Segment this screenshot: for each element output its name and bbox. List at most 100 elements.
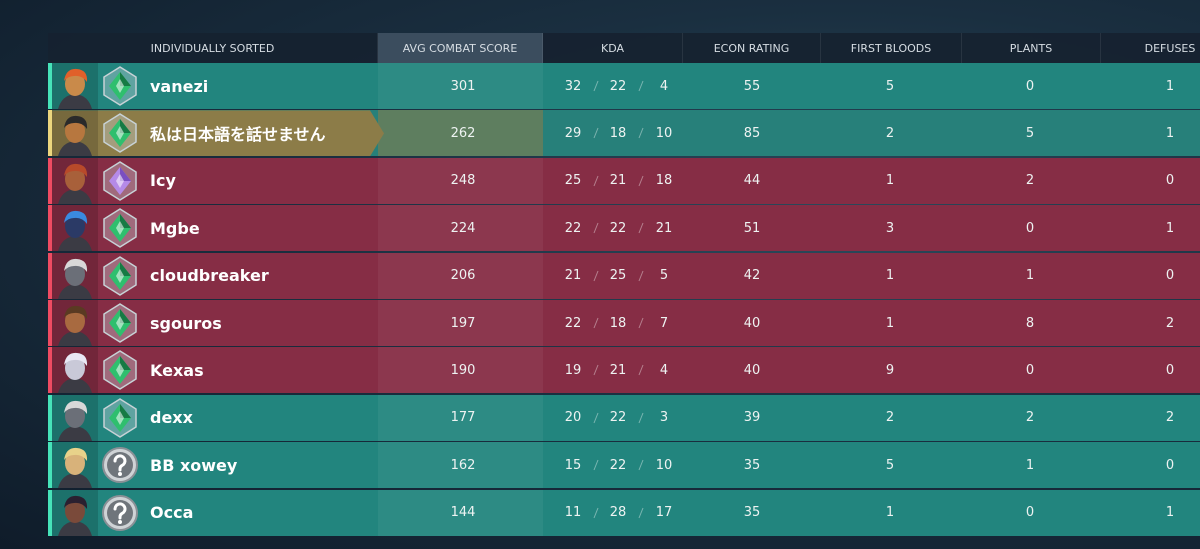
deaths: 18 bbox=[609, 315, 627, 331]
kda-separator bbox=[593, 223, 599, 234]
score-column-bg bbox=[378, 252, 543, 299]
defuses: 0 bbox=[1165, 362, 1175, 378]
kills: 22 bbox=[564, 315, 582, 331]
plants: 1 bbox=[1025, 457, 1035, 473]
deaths: 18 bbox=[609, 125, 627, 141]
first-bloods: 1 bbox=[885, 505, 895, 521]
defuses: 1 bbox=[1165, 125, 1175, 141]
player-row: sgouros 197 22 18 7 40 1 8 2 bbox=[48, 300, 1200, 346]
defuses: 0 bbox=[1165, 173, 1175, 189]
defuses: 1 bbox=[1165, 505, 1175, 521]
kda-separator bbox=[638, 223, 644, 234]
team-bar bbox=[48, 205, 52, 252]
kda-separator bbox=[638, 317, 644, 329]
first-bloods: 2 bbox=[885, 410, 895, 426]
score-column-bg bbox=[378, 442, 543, 489]
combat-score: 197 bbox=[450, 315, 476, 331]
team-bar bbox=[48, 394, 52, 441]
plants: 1 bbox=[1025, 268, 1035, 284]
player-row: Kexas 190 19 21 4 40 9 0 0 bbox=[48, 347, 1200, 394]
first-bloods: 5 bbox=[885, 457, 895, 473]
rank-icon bbox=[103, 255, 137, 296]
deaths: 28 bbox=[609, 505, 627, 521]
plants: 0 bbox=[1025, 362, 1035, 378]
column-header: INDIVIDUALLY SORTED bbox=[48, 33, 378, 63]
deaths: 22 bbox=[609, 410, 627, 426]
team-bar bbox=[48, 489, 52, 536]
combat-score: 224 bbox=[450, 220, 476, 236]
kills: 21 bbox=[564, 268, 582, 284]
assists: 18 bbox=[655, 173, 673, 189]
column-header: DEFUSES bbox=[1101, 33, 1200, 63]
defuses: 2 bbox=[1165, 315, 1175, 331]
team-bar bbox=[48, 300, 52, 346]
combat-score: 248 bbox=[450, 173, 476, 189]
first-bloods: 5 bbox=[885, 78, 895, 94]
kda-separator bbox=[593, 80, 599, 92]
kills: 19 bbox=[564, 362, 582, 378]
column-header: KDA bbox=[543, 33, 683, 63]
kda-separator bbox=[593, 128, 599, 139]
rank-icon bbox=[103, 113, 137, 154]
kills: 20 bbox=[564, 410, 582, 426]
player-name: Mgbe bbox=[150, 218, 200, 238]
combat-score: 190 bbox=[450, 362, 476, 378]
econ-rating: 40 bbox=[743, 315, 761, 331]
first-bloods: 1 bbox=[885, 268, 895, 284]
econ-rating: 42 bbox=[743, 268, 761, 284]
kda-separator bbox=[593, 365, 599, 376]
kills: 25 bbox=[564, 173, 582, 189]
econ-rating: 40 bbox=[743, 362, 761, 378]
agent-portrait bbox=[52, 489, 98, 536]
kda-separator bbox=[593, 175, 599, 186]
kda-separator bbox=[593, 270, 599, 281]
assists: 21 bbox=[655, 220, 673, 236]
assists: 17 bbox=[655, 505, 673, 521]
deaths: 21 bbox=[609, 362, 627, 378]
rank-icon bbox=[103, 350, 137, 391]
combat-score: 162 bbox=[450, 457, 476, 473]
team-bar bbox=[48, 442, 52, 489]
score-column-bg bbox=[378, 157, 543, 204]
column-header: PLANTS bbox=[962, 33, 1101, 63]
score-column-bg bbox=[378, 347, 543, 394]
plants: 0 bbox=[1025, 220, 1035, 236]
first-bloods: 3 bbox=[885, 220, 895, 236]
player-row: Occa 144 11 28 17 35 1 0 1 bbox=[48, 489, 1200, 536]
column-header: ECON RATING bbox=[683, 33, 821, 63]
score-column-bg bbox=[378, 110, 543, 157]
defuses: 2 bbox=[1165, 410, 1175, 426]
combat-score: 177 bbox=[450, 410, 476, 426]
agent-portrait bbox=[52, 394, 98, 441]
agent-portrait bbox=[52, 157, 98, 204]
first-bloods: 9 bbox=[885, 362, 895, 378]
deaths: 22 bbox=[609, 78, 627, 94]
assists: 4 bbox=[659, 362, 669, 378]
rank-icon bbox=[102, 447, 138, 484]
econ-rating: 44 bbox=[743, 173, 761, 189]
player-row: dexx 177 20 22 3 39 2 2 2 bbox=[48, 394, 1200, 441]
player-row: Icy 248 25 21 18 44 1 2 0 bbox=[48, 157, 1200, 204]
player-name: sgouros bbox=[150, 313, 222, 333]
player-row: vanezi 301 32 22 4 55 5 0 1 bbox=[48, 63, 1200, 109]
kda-separator bbox=[638, 270, 644, 281]
score-column-bg bbox=[378, 300, 543, 346]
team-bar bbox=[48, 157, 52, 204]
team-bar bbox=[48, 347, 52, 394]
plants: 5 bbox=[1025, 125, 1035, 141]
kda-separator bbox=[593, 412, 599, 423]
team-bar bbox=[48, 252, 52, 299]
kills: 15 bbox=[564, 457, 582, 473]
player-name: 私は日本語を話せません bbox=[150, 125, 326, 145]
player-row: 私は日本語を話せません 262 29 18 10 85 2 5 1 bbox=[48, 110, 1200, 157]
defuses: 1 bbox=[1165, 78, 1175, 94]
first-bloods: 1 bbox=[885, 315, 895, 331]
agent-portrait bbox=[52, 300, 98, 346]
kda-separator bbox=[593, 507, 599, 518]
first-bloods: 1 bbox=[885, 173, 895, 189]
agent-portrait bbox=[52, 205, 98, 252]
score-column-bg bbox=[378, 63, 543, 109]
assists: 10 bbox=[655, 457, 673, 473]
rank-icon bbox=[103, 66, 137, 106]
kills: 22 bbox=[564, 220, 582, 236]
